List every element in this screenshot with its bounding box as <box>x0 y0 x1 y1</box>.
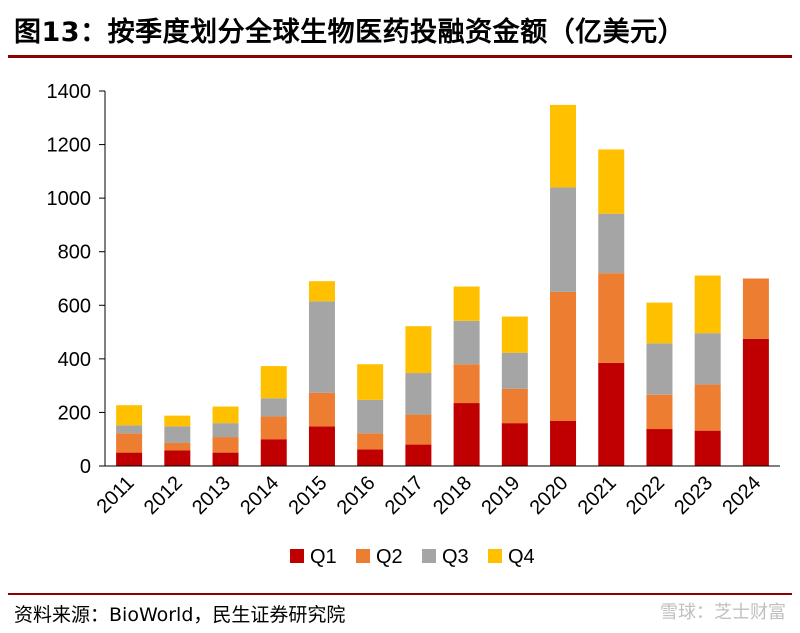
x-tick-label: 2012 <box>140 472 187 519</box>
bar-segment-q3-2014 <box>260 398 287 417</box>
y-tick-label: 1400 <box>47 81 92 103</box>
bar-segment-q4-2021 <box>598 149 625 214</box>
bar-segment-q1-2019 <box>501 423 528 466</box>
bar-segment-q1-2012 <box>164 450 191 466</box>
y-axis: 0 200 400 600 800 1000 1200 1400 <box>47 81 106 478</box>
bar-segment-q3-2016 <box>357 399 384 434</box>
x-tick-label: 2021 <box>574 472 621 519</box>
x-tick-label: 2015 <box>284 472 331 519</box>
bar-segment-q3-2011 <box>116 425 143 434</box>
bar-segment-q4-2013 <box>212 406 239 424</box>
bar-segment-q4-2011 <box>116 405 143 426</box>
bar-segment-q2-2020 <box>550 291 577 421</box>
bar-segment-q1-2024 <box>742 338 769 466</box>
bar-segment-q4-2015 <box>308 281 335 302</box>
page-title: 图13：按季度划分全球生物医药投融资金额（亿美元） <box>14 17 686 48</box>
bar-segment-q2-2022 <box>646 394 673 430</box>
bar-segment-q4-2017 <box>405 326 432 374</box>
legend-label-q4: Q4 <box>508 546 535 568</box>
bar-segment-q2-2012 <box>164 442 191 451</box>
bar-segment-q3-2013 <box>212 423 239 438</box>
bar-segment-q3-2018 <box>453 320 480 365</box>
bar-segment-q2-2018 <box>453 364 480 404</box>
x-tick-label: 2018 <box>429 472 476 519</box>
y-tick-label: 200 <box>58 402 91 424</box>
bar-segment-q2-2013 <box>212 437 239 453</box>
x-tick-label: 2022 <box>622 472 669 519</box>
bar-segment-q1-2016 <box>357 449 384 466</box>
legend-swatch-q4 <box>488 549 502 563</box>
title-divider <box>8 55 792 58</box>
bar-segment-q2-2024 <box>742 278 769 339</box>
bar-segment-q4-2014 <box>260 366 287 399</box>
bar-segment-q1-2013 <box>212 452 239 466</box>
bar-segment-q1-2023 <box>694 430 721 466</box>
y-tick-label: 1200 <box>47 135 92 157</box>
x-tick-label: 2024 <box>718 472 765 519</box>
source-note: 资料来源：BioWorld，民生证券研究院 <box>14 604 346 626</box>
legend: Q1 Q2 Q3 Q4 <box>290 546 535 568</box>
bar-segment-q4-2012 <box>164 415 191 427</box>
bar-segment-q4-2023 <box>694 275 721 334</box>
legend-label-q3: Q3 <box>442 546 469 568</box>
y-tick-label: 400 <box>58 349 91 371</box>
bar-segment-q1-2021 <box>598 362 625 466</box>
bar-segment-q2-2011 <box>116 433 143 453</box>
x-tick-label: 2016 <box>333 472 380 519</box>
y-tick-label: 1000 <box>47 188 92 210</box>
bar-segment-q2-2016 <box>357 433 384 450</box>
bar-segment-q3-2022 <box>646 343 673 395</box>
y-tick-label: 600 <box>58 295 91 317</box>
bar-segment-q1-2018 <box>453 403 480 466</box>
y-tick-label: 0 <box>80 456 91 478</box>
x-tick-label: 2017 <box>381 472 428 519</box>
footer-divider <box>8 593 792 595</box>
x-tick-label: 2019 <box>477 472 524 519</box>
legend-swatch-q3 <box>422 549 436 563</box>
x-tick-label: 2014 <box>236 472 283 519</box>
x-tick-label: 2011 <box>93 472 139 518</box>
bar-segment-q3-2021 <box>598 213 625 274</box>
bar-segment-q1-2020 <box>550 421 577 466</box>
bar-segment-q4-2019 <box>501 316 528 353</box>
bar-segment-q2-2015 <box>308 392 335 427</box>
x-tick-label: 2020 <box>526 472 573 519</box>
bar-segment-q2-2017 <box>405 414 432 445</box>
watermark: 雪球：芝士财富 <box>660 602 786 623</box>
bar-segment-q3-2017 <box>405 373 432 415</box>
legend-swatch-q1 <box>290 549 304 563</box>
bars <box>116 104 769 466</box>
bar-segment-q1-2022 <box>646 429 673 466</box>
bar-segment-q1-2017 <box>405 444 432 466</box>
bar-segment-q2-2023 <box>694 384 721 431</box>
bar-segment-q4-2016 <box>357 364 384 400</box>
bar-segment-q3-2019 <box>501 352 528 389</box>
legend-swatch-q2 <box>356 549 370 563</box>
bar-segment-q2-2019 <box>501 388 528 424</box>
x-tick-label: 2013 <box>188 472 235 519</box>
y-tick-label: 800 <box>58 242 91 264</box>
bar-segment-q3-2023 <box>694 333 721 385</box>
x-tick-label: 2023 <box>670 472 717 519</box>
bar-segment-q2-2014 <box>260 416 287 440</box>
legend-label-q2: Q2 <box>376 546 403 568</box>
bar-segment-q2-2021 <box>598 273 625 363</box>
bar-segment-q4-2018 <box>453 286 480 321</box>
bar-segment-q3-2012 <box>164 426 191 443</box>
bar-segment-q4-2022 <box>646 302 673 344</box>
bar-segment-q3-2015 <box>308 301 335 393</box>
bar-segment-q1-2015 <box>308 426 335 466</box>
bar-segment-q3-2020 <box>550 187 577 292</box>
legend-label-q1: Q1 <box>310 546 337 568</box>
bar-segment-q1-2011 <box>116 452 143 466</box>
x-axis: 2011 2012 2013 2014 2015 2016 2017 2018 2019 2020… <box>93 465 780 519</box>
bar-segment-q4-2020 <box>550 104 577 188</box>
bar-segment-q1-2014 <box>260 439 287 466</box>
